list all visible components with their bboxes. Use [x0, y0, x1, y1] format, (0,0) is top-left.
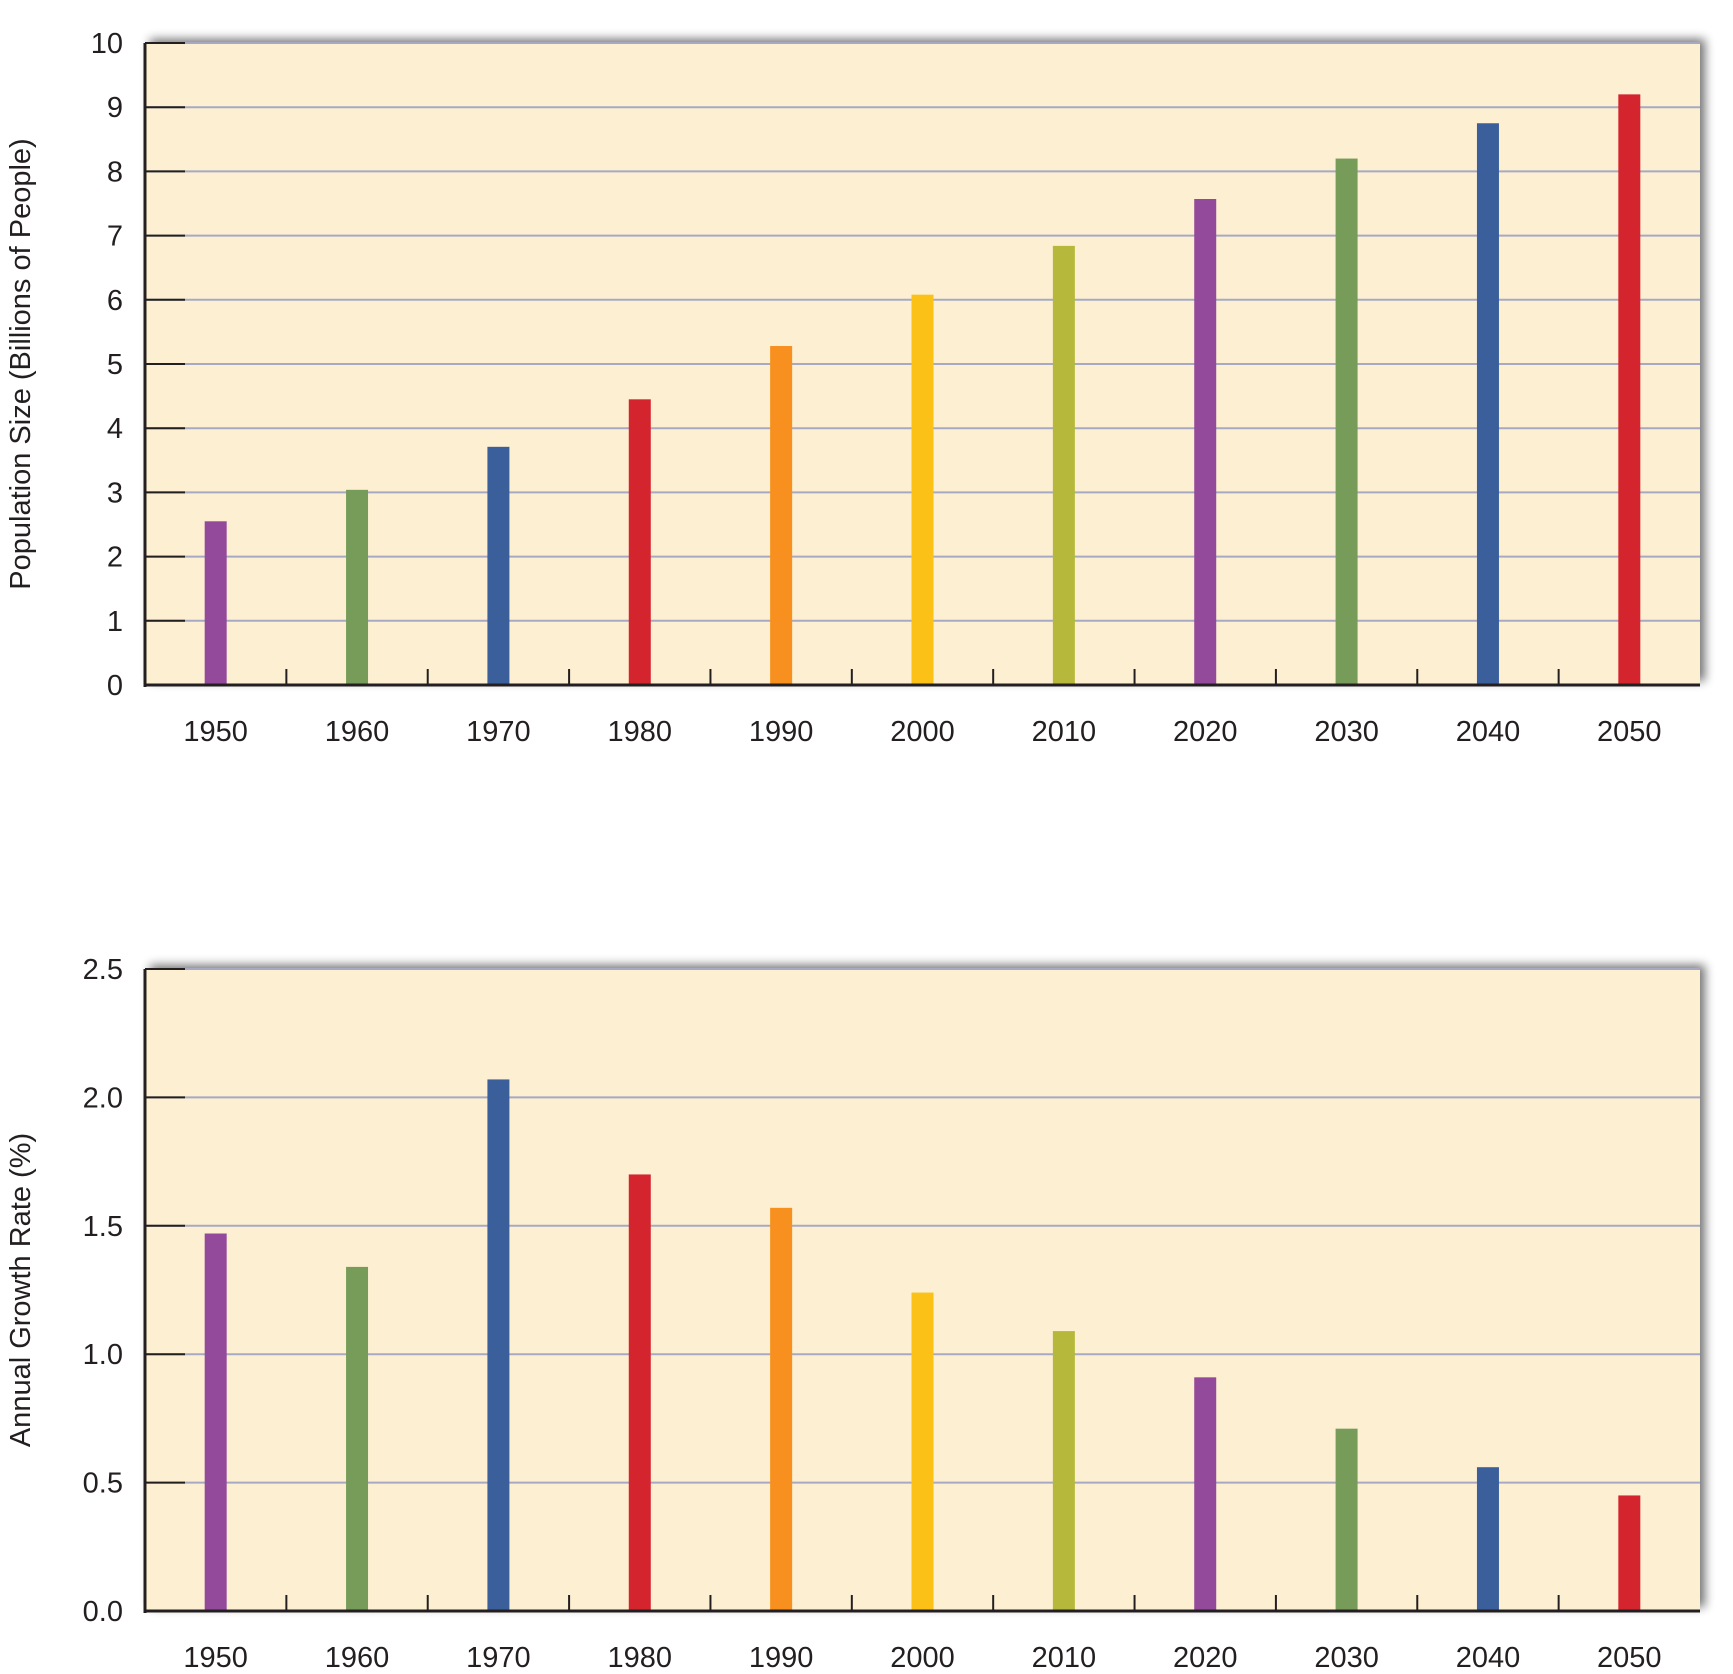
x-tick-label: 2010 — [1032, 1642, 1097, 1669]
y-tick-label: 0.5 — [83, 1468, 123, 1500]
x-tick-label: 2040 — [1456, 1642, 1521, 1669]
y-tick-label: 5 — [107, 349, 123, 381]
x-tick-label: 2020 — [1173, 1642, 1238, 1669]
bar-1960 — [346, 1266, 369, 1611]
y-axis-title: Annual Growth Rate (%) — [5, 1133, 37, 1447]
x-tick-label: 1980 — [608, 1642, 673, 1669]
bar-2020 — [1194, 1377, 1217, 1611]
bar-2040 — [1476, 123, 1499, 685]
y-tick-label: 6 — [107, 285, 123, 317]
annual-growth-rate-chart: 0.0 0.5 1.0 1.5 2.0 2.5 1950 1960 1970 1980 1990 20… — [5, 954, 1700, 1674]
x-tick-label: 2050 — [1597, 716, 1662, 748]
x-tick-label: 1960 — [325, 716, 390, 748]
x-tick-label: 1950 — [183, 1642, 248, 1669]
bar-2000 — [911, 294, 934, 685]
x-tick-label: 1960 — [325, 1642, 390, 1669]
y-tick-label: 3 — [107, 477, 123, 509]
y-tick-label: 0 — [107, 670, 123, 702]
y-tick-label: 1.0 — [83, 1339, 123, 1371]
y-tick-label: 8 — [107, 156, 123, 188]
x-tick-label: 1990 — [749, 716, 814, 748]
y-tick-label: 2 — [107, 542, 123, 574]
x-tick-label: 2020 — [1173, 716, 1238, 748]
bar-2020 — [1194, 199, 1217, 686]
y-tick-label: 2.0 — [83, 1082, 123, 1114]
y-tick-label: 9 — [107, 92, 123, 124]
bar-1970 — [487, 446, 510, 685]
bar-2030 — [1335, 1428, 1358, 1611]
bar-2010 — [1052, 1331, 1075, 1611]
x-tick-label: 2010 — [1032, 716, 1097, 748]
bar-2010 — [1052, 245, 1075, 685]
x-tick-label: 2030 — [1314, 1642, 1379, 1669]
x-tick-label: 1990 — [749, 1642, 814, 1669]
y-tick-label: 0.0 — [83, 1596, 123, 1628]
bar-1990 — [770, 1207, 793, 1611]
x-tick-label: 1970 — [466, 1642, 531, 1669]
bar-1960 — [346, 489, 369, 685]
population-size-chart: 0 1 2 3 4 5 6 7 8 9 10 1950 1960 1970 1980 1990 2000 2010… — [5, 28, 1700, 748]
y-tick-label: 4 — [107, 413, 123, 445]
y-tick-label: 2.5 — [83, 954, 123, 986]
x-tick-label: 2030 — [1314, 716, 1379, 748]
bar-2030 — [1335, 158, 1358, 685]
x-tick-label: 2000 — [890, 716, 955, 748]
x-tick-label: 2050 — [1597, 1642, 1662, 1669]
x-tick-label: 1970 — [466, 716, 531, 748]
x-tick-label: 1980 — [608, 716, 673, 748]
bar-1950 — [204, 1233, 227, 1611]
bar-1980 — [628, 1174, 651, 1611]
y-tick-label: 1.5 — [83, 1211, 123, 1243]
bar-1990 — [770, 346, 793, 685]
bar-2040 — [1476, 1467, 1499, 1611]
bar-2050 — [1618, 94, 1641, 686]
y-tick-label: 1 — [107, 606, 123, 638]
bar-2000 — [911, 1292, 934, 1611]
bar-1950 — [204, 521, 227, 685]
y-axis-title: Population Size (Billions of People) — [5, 138, 37, 589]
y-tick-label: 7 — [107, 221, 123, 253]
x-tick-label: 1950 — [183, 716, 248, 748]
y-tick-label: 10 — [91, 28, 123, 60]
x-tick-label: 2040 — [1456, 716, 1521, 748]
x-tick-label: 2000 — [890, 1642, 955, 1669]
bar-1980 — [628, 399, 651, 685]
bar-1970 — [487, 1079, 510, 1611]
bar-2050 — [1618, 1495, 1641, 1611]
